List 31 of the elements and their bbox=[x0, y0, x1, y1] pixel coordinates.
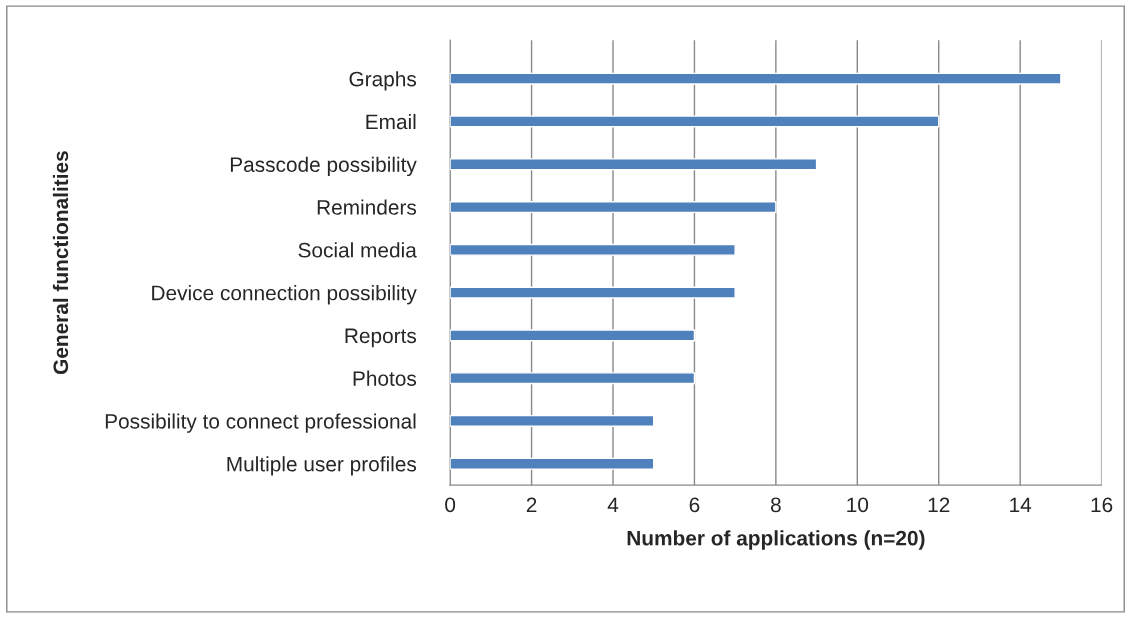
bar bbox=[450, 115, 940, 128]
x-tick-label: 6 bbox=[689, 497, 700, 513]
x-tick-label: 10 bbox=[847, 497, 869, 513]
x-axis-title: Number of applications (n=20) bbox=[627, 530, 925, 550]
y-axis-title: General functionalities bbox=[52, 151, 69, 375]
bar bbox=[450, 286, 736, 299]
y-tick-label: Reminders bbox=[317, 199, 417, 215]
x-tick-label: 12 bbox=[928, 497, 950, 513]
bar bbox=[450, 457, 655, 470]
x-tick-label: 2 bbox=[526, 497, 537, 513]
y-tick-label: Graphs bbox=[349, 71, 417, 91]
x-tick-label: 8 bbox=[770, 497, 781, 513]
y-tick-label: Device connection possibility bbox=[152, 285, 417, 305]
y-tick-label: Multiple user profiles bbox=[227, 456, 417, 476]
bar bbox=[450, 414, 655, 427]
x-tick-label: 16 bbox=[1091, 497, 1113, 513]
bar bbox=[450, 72, 1062, 85]
x-tick-label: 4 bbox=[607, 497, 619, 513]
bar bbox=[450, 243, 736, 256]
y-tick-label: Email bbox=[366, 113, 416, 130]
bar bbox=[450, 329, 696, 342]
bar bbox=[450, 372, 696, 385]
y-tick-label: Photos bbox=[353, 370, 417, 386]
x-tick-label: 14 bbox=[1010, 497, 1032, 513]
y-tick-label: Social media bbox=[298, 242, 417, 258]
bar bbox=[450, 158, 818, 171]
x-tick-label: 0 bbox=[445, 497, 456, 513]
y-tick-label: Possibility to connect professional bbox=[105, 413, 416, 433]
bar bbox=[450, 200, 777, 214]
y-tick-label: Reports bbox=[345, 328, 417, 348]
y-tick-label: Passcode possibility bbox=[230, 156, 417, 177]
